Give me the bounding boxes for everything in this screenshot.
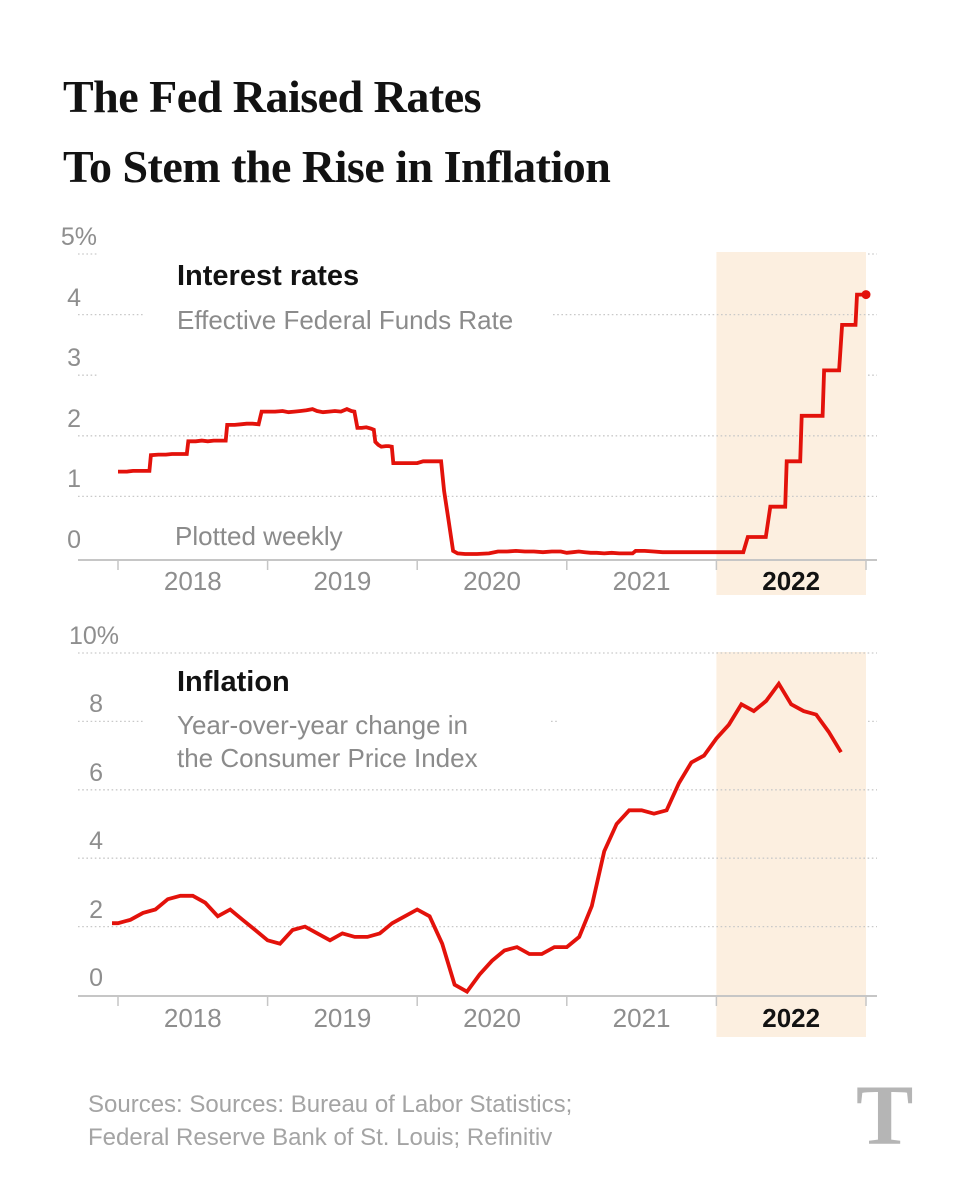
x-axis-year-label: 2021 [612, 566, 671, 596]
y-axis-label: 0 [67, 526, 81, 554]
highlight-region-2022 [716, 652, 866, 1037]
series-line [112, 680, 843, 995]
sources-note: Sources: Sources: Bureau of Labor Statis… [88, 1088, 572, 1154]
headline-line-2: To Stem the Rise in Inflation [63, 141, 611, 192]
y-axis-label: 4 [89, 827, 103, 856]
series-line [118, 292, 866, 556]
interest-rates-title: Interest rates [177, 260, 360, 292]
nyt-logo: T [856, 1067, 914, 1163]
y-axis-label: 5% [60, 223, 97, 251]
y-axis-label: 1 [67, 465, 81, 494]
y-axis-label: 10% [68, 622, 119, 650]
headline-line-1: The Fed Raised Rates [63, 71, 482, 122]
y-axis-label: 8 [89, 690, 103, 719]
y-axis-label: 2 [67, 404, 81, 433]
y-axis-label: 3 [67, 344, 81, 373]
inflation-subtitle-line-1: Year-over-year change in [177, 710, 468, 740]
x-axis-year-label: 2022 [762, 566, 821, 596]
plotted-weekly-annotation: Plotted weekly [175, 521, 343, 551]
x-axis-year-label: 2018 [163, 566, 222, 596]
inflation-title: Inflation [177, 666, 290, 698]
series-end-dot [861, 290, 871, 300]
highlight-region-2022 [716, 252, 866, 595]
sources-line-1: Sources: Sources: Bureau of Labor Statis… [88, 1091, 573, 1118]
interest-rates-chart [78, 252, 877, 595]
x-axis-year-label: 2018 [163, 1003, 222, 1033]
x-axis-year-label: 2019 [313, 566, 372, 596]
y-axis-label: 0 [89, 964, 103, 992]
y-axis-label: 2 [89, 895, 103, 924]
inflation-subtitle-line-2: the Consumer Price Index [177, 743, 478, 773]
sources-line-2: Federal Reserve Bank of St. Louis; Refin… [88, 1124, 553, 1151]
x-axis-year-label: 2019 [313, 1003, 372, 1033]
inflation-chart [78, 652, 877, 1037]
x-axis-year-label: 2022 [762, 1003, 821, 1033]
y-axis-label: 6 [89, 758, 103, 787]
x-axis-year-label: 2020 [463, 566, 521, 596]
y-axis-label: 4 [67, 283, 81, 312]
headline: The Fed Raised Rates To Stem the Rise in… [63, 62, 611, 202]
interest-rates-subtitle: Effective Federal Funds Rate [177, 305, 514, 335]
x-axis-year-label: 2020 [463, 1003, 521, 1033]
x-axis-year-label: 2021 [612, 1003, 671, 1033]
